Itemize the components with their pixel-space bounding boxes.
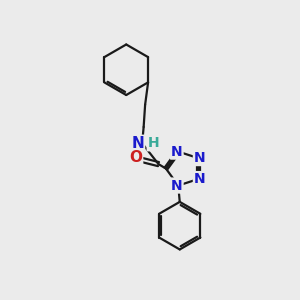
Text: N: N [131, 136, 144, 151]
Text: N: N [171, 145, 183, 159]
Text: N: N [194, 172, 206, 186]
Text: N: N [171, 178, 183, 193]
Text: H: H [148, 136, 159, 150]
Text: N: N [194, 151, 206, 165]
Text: O: O [129, 150, 142, 165]
